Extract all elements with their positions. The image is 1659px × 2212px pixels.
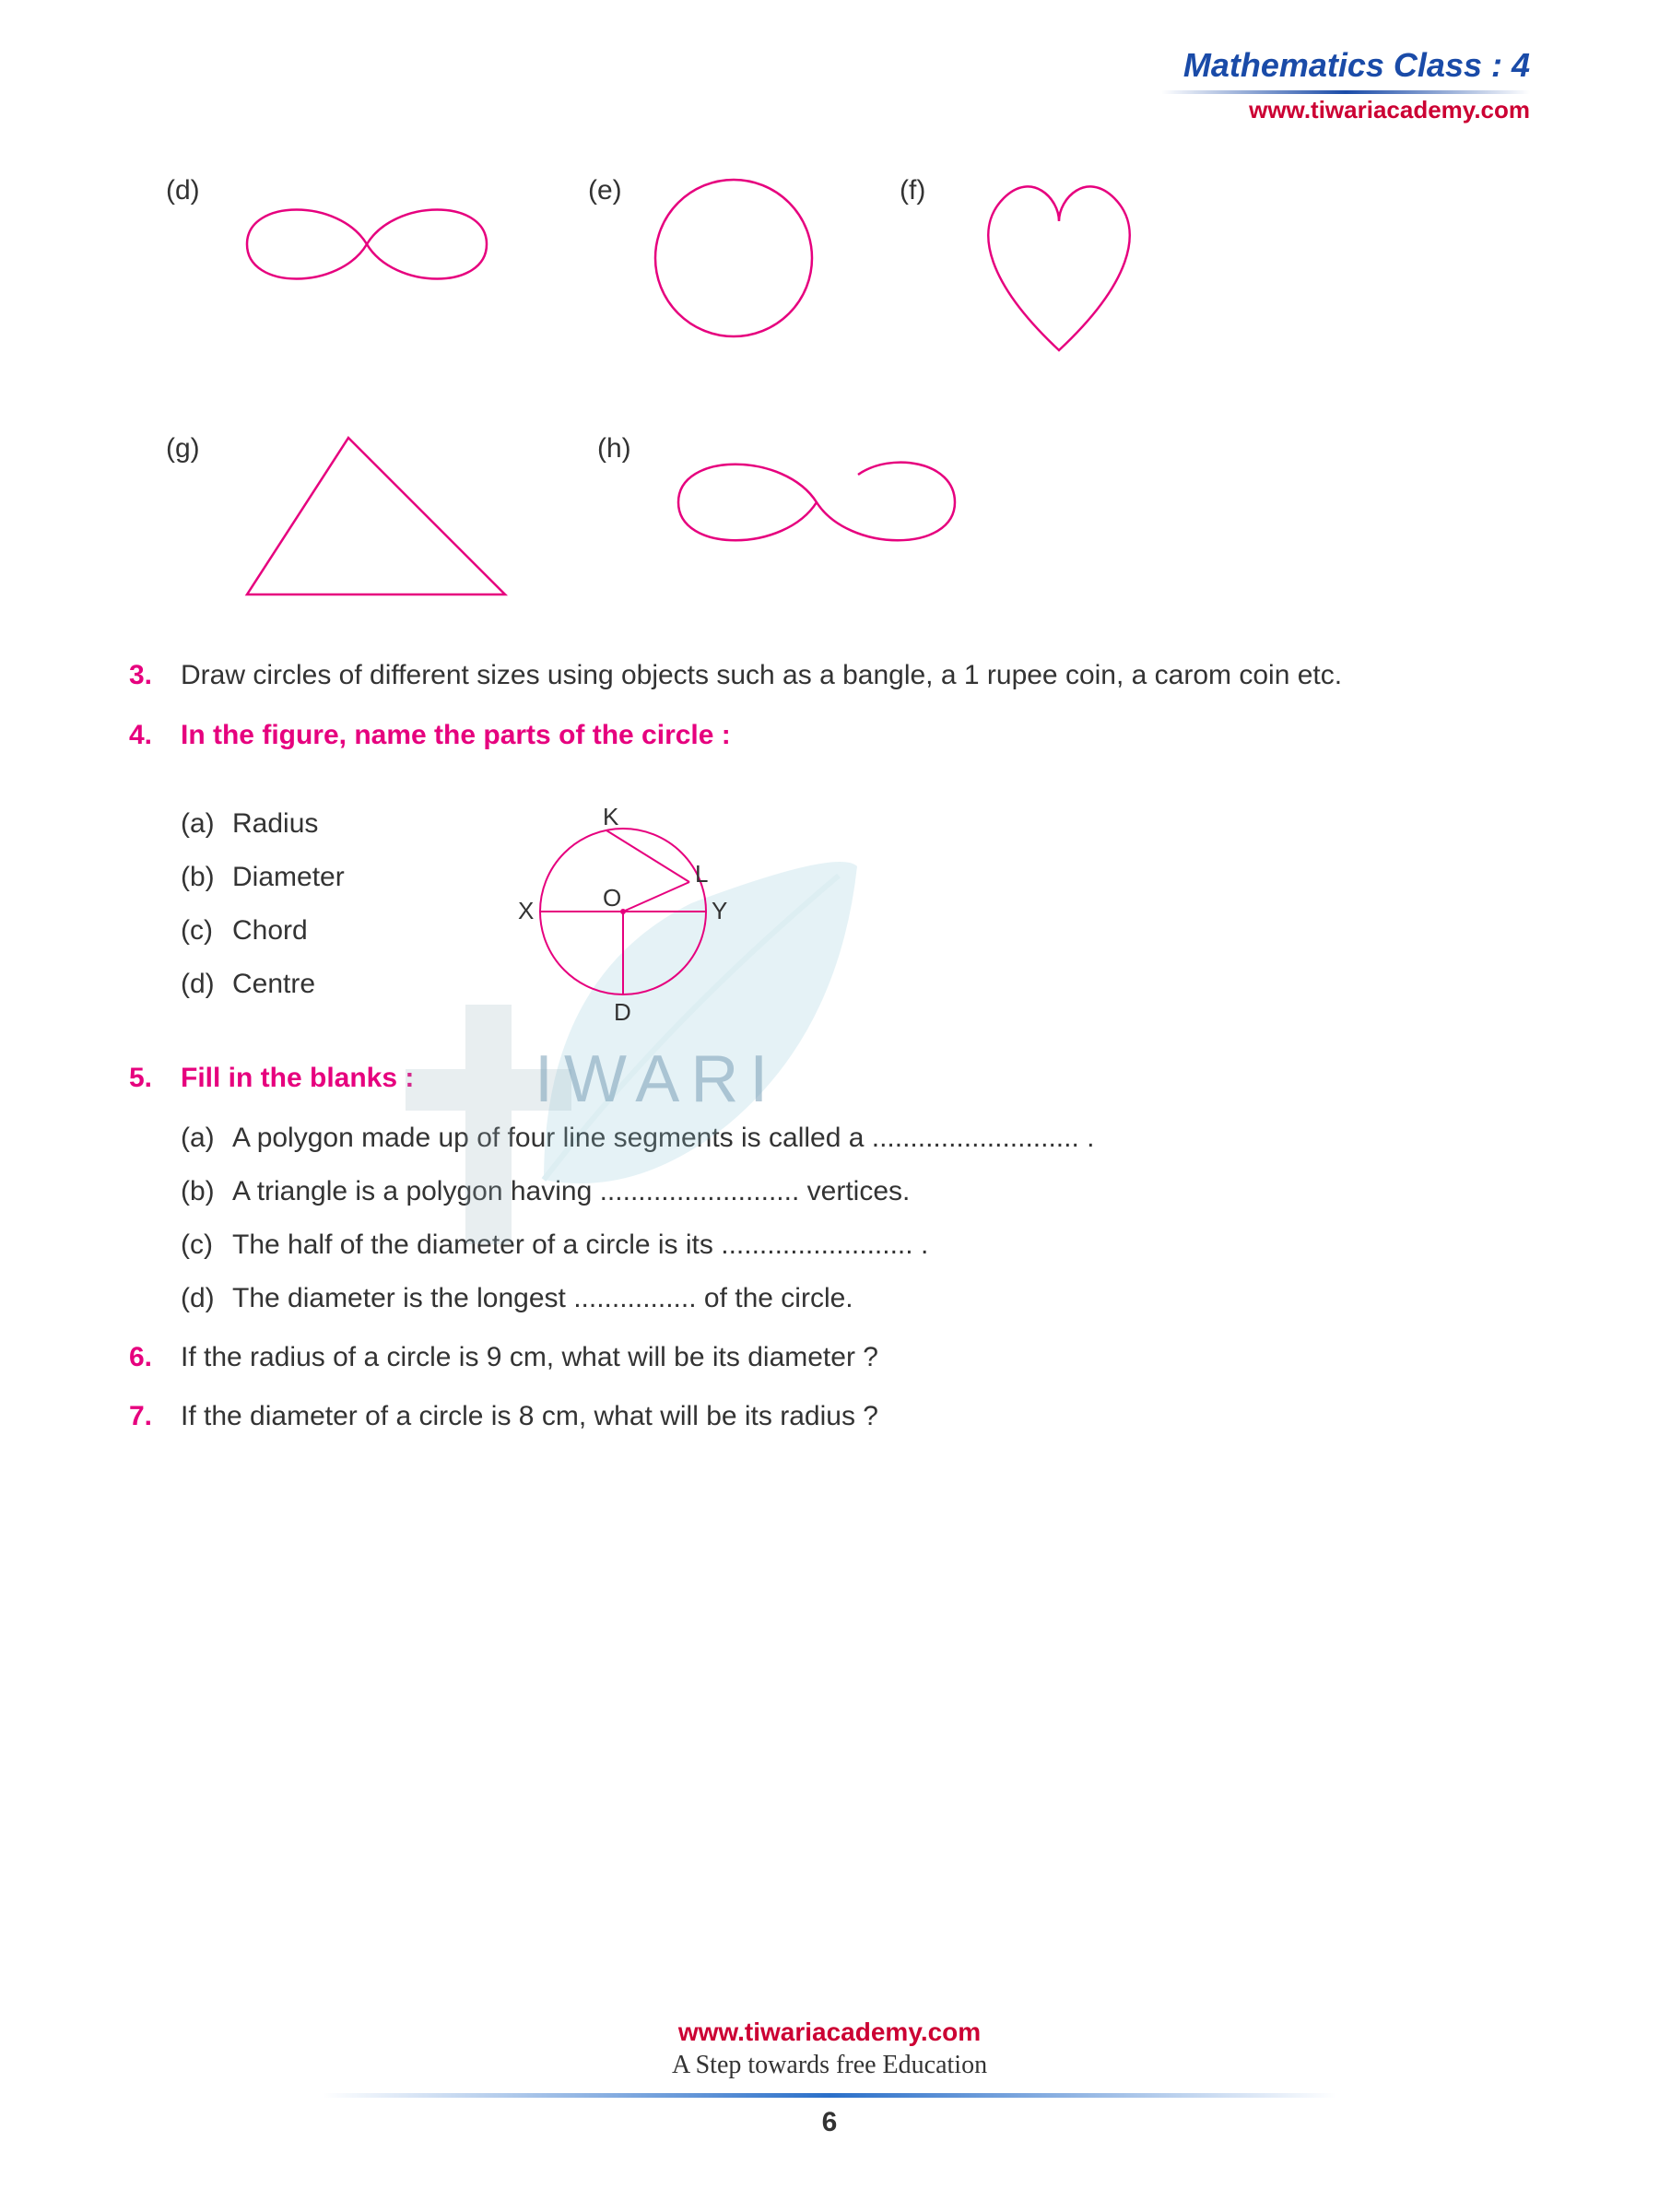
part-text: Diameter <box>232 862 420 893</box>
blank-label: (c) <box>181 1230 232 1261</box>
question-text: If the radius of a circle is 9 cm, what … <box>181 1336 1530 1380</box>
blank-text: The diameter is the longest ............… <box>232 1283 1530 1314</box>
question-text: In the figure, name the parts of the cir… <box>181 714 1530 758</box>
page-number: 6 <box>0 2107 1659 2138</box>
footer-rule <box>323 2093 1336 2098</box>
blank-text: The half of the diameter of a circle is … <box>232 1230 1530 1261</box>
shape-label: (e) <box>588 175 625 206</box>
question-text: Fill in the blanks : <box>181 1057 1530 1100</box>
question-text: Draw circles of different sizes using ob… <box>181 654 1530 698</box>
q5-blank-b: (b) A triangle is a polygon having .....… <box>181 1176 1530 1207</box>
diagram-label-k: K <box>603 803 619 830</box>
q5-blank-d: (d) The diameter is the longest ........… <box>181 1283 1530 1314</box>
blank-label: (b) <box>181 1176 232 1207</box>
shape-label: (g) <box>166 433 203 465</box>
part-label: (a) <box>181 808 232 840</box>
question-number: 7. <box>129 1395 181 1439</box>
part-label: (d) <box>181 969 232 1000</box>
circle-shape-icon <box>641 166 826 350</box>
part-label: (b) <box>181 862 232 893</box>
question-7: 7. If the diameter of a circle is 8 cm, … <box>129 1395 1530 1439</box>
shape-label: (f) <box>900 175 936 206</box>
header-title: Mathematics Class : 4 <box>1161 46 1530 85</box>
part-text: Chord <box>232 915 420 947</box>
part-text: Centre <box>232 969 420 1000</box>
triangle-shape-icon <box>219 424 524 608</box>
q4-part-d: (d) Centre <box>181 969 420 1000</box>
blank-label: (a) <box>181 1123 232 1154</box>
diagram-label-l: L <box>695 860 708 888</box>
q4-parts-list: (a) Radius (b) Diameter (c) Chord (d) Ce… <box>181 786 420 1022</box>
header-rule <box>1161 90 1530 94</box>
footer-url: www.tiwariacademy.com <box>0 2018 1659 2047</box>
page-header: Mathematics Class : 4 www.tiwariacademy.… <box>1161 46 1530 124</box>
diagram-label-y: Y <box>712 897 727 924</box>
q4-part-b: (b) Diameter <box>181 862 420 893</box>
page-footer: www.tiwariacademy.com A Step towards fre… <box>0 2018 1659 2138</box>
q4-part-c: (c) Chord <box>181 915 420 947</box>
shape-item-h: (h) <box>597 424 992 608</box>
footer-tagline: A Step towards free Education <box>0 2051 1659 2080</box>
part-label: (c) <box>181 915 232 947</box>
page-content: (d) (e) (f) (g) <box>129 55 1530 1439</box>
shapes-row-2: (g) (h) <box>166 424 1530 608</box>
heart-shape-icon <box>953 166 1165 369</box>
shape-item-d: (d) <box>166 166 514 369</box>
shape-label: (h) <box>597 433 634 465</box>
part-text: Radius <box>232 808 420 840</box>
blank-label: (d) <box>181 1283 232 1314</box>
open-infinity-shape-icon <box>651 424 992 581</box>
diagram-label-o: O <box>603 884 621 912</box>
header-url: www.tiwariacademy.com <box>1161 96 1530 124</box>
question-number: 4. <box>129 714 181 758</box>
infinity-shape-icon <box>219 166 514 323</box>
question-6: 6. If the radius of a circle is 9 cm, wh… <box>129 1336 1530 1380</box>
question-text: If the diameter of a circle is 8 cm, wha… <box>181 1395 1530 1439</box>
question-number: 3. <box>129 654 181 698</box>
diagram-label-x: X <box>518 897 534 924</box>
q5-blank-a: (a) A polygon made up of four line segme… <box>181 1123 1530 1154</box>
diagram-label-d: D <box>614 998 631 1026</box>
q5-blanks: (a) A polygon made up of four line segme… <box>181 1123 1530 1314</box>
shape-label: (d) <box>166 175 203 206</box>
blank-text: A polygon made up of four line segments … <box>232 1123 1530 1154</box>
shape-item-g: (g) <box>166 424 524 608</box>
blank-text: A triangle is a polygon having .........… <box>232 1176 1530 1207</box>
question-4: 4. In the figure, name the parts of the … <box>129 714 1530 758</box>
question-number: 6. <box>129 1336 181 1380</box>
circle-parts-diagram: K L O X Y D <box>494 782 752 1041</box>
question-5: 5. Fill in the blanks : <box>129 1057 1530 1100</box>
shape-item-e: (e) <box>588 166 826 369</box>
shapes-row-1: (d) (e) (f) <box>166 166 1530 369</box>
q5-blank-c: (c) The half of the diameter of a circle… <box>181 1230 1530 1261</box>
q4-parts-wrap: (a) Radius (b) Diameter (c) Chord (d) Ce… <box>129 773 1530 1041</box>
q4-part-a: (a) Radius <box>181 808 420 840</box>
page-container: Mathematics Class : 4 www.tiwariacademy.… <box>0 0 1659 2212</box>
question-3: 3. Draw circles of different sizes using… <box>129 654 1530 698</box>
shape-item-f: (f) <box>900 166 1165 369</box>
question-number: 5. <box>129 1057 181 1100</box>
